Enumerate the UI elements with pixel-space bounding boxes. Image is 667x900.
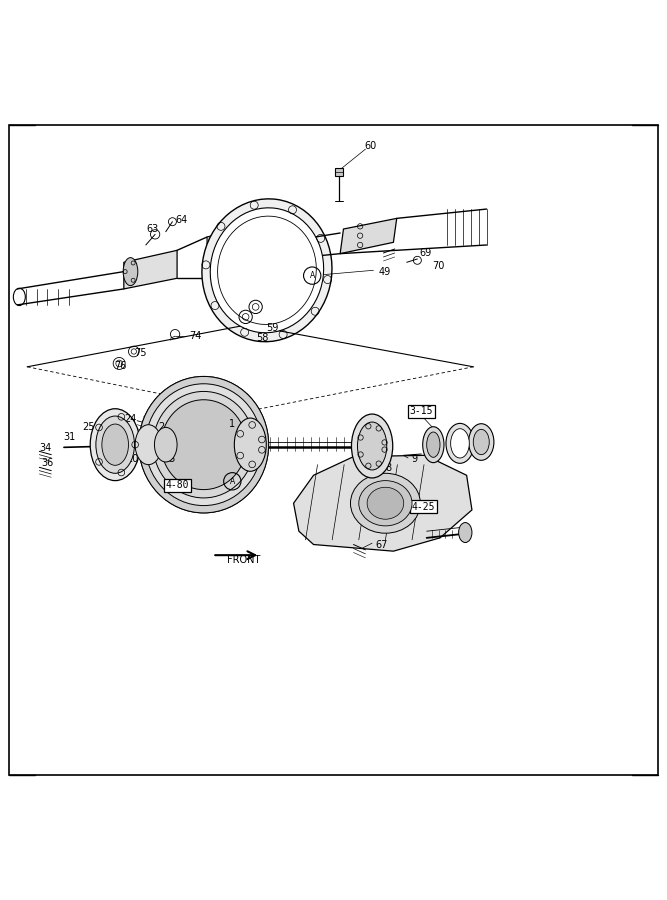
Ellipse shape	[451, 428, 470, 458]
Ellipse shape	[90, 409, 140, 481]
Text: 1: 1	[229, 419, 235, 429]
Ellipse shape	[123, 257, 138, 285]
Text: 59: 59	[266, 323, 278, 333]
Text: A: A	[309, 271, 315, 280]
Ellipse shape	[234, 418, 266, 472]
Text: A: A	[229, 477, 235, 486]
Ellipse shape	[367, 487, 404, 519]
Text: 31: 31	[63, 432, 75, 442]
Text: 76: 76	[114, 361, 127, 371]
Text: 58: 58	[256, 333, 268, 343]
Text: FRONT: FRONT	[227, 555, 260, 565]
Text: 24: 24	[124, 414, 137, 425]
Polygon shape	[293, 455, 472, 551]
Text: 67: 67	[376, 539, 388, 550]
Text: 69: 69	[420, 248, 432, 258]
Text: 37: 37	[460, 446, 473, 456]
Ellipse shape	[161, 400, 247, 490]
Text: 75: 75	[134, 347, 147, 358]
Ellipse shape	[446, 423, 474, 464]
Ellipse shape	[147, 385, 261, 505]
Ellipse shape	[153, 392, 254, 498]
Polygon shape	[124, 250, 177, 289]
Ellipse shape	[350, 473, 420, 533]
Text: 9: 9	[412, 454, 418, 464]
Ellipse shape	[469, 424, 494, 460]
Ellipse shape	[139, 376, 269, 513]
Ellipse shape	[210, 208, 323, 333]
Text: 15: 15	[164, 454, 177, 464]
Text: 60: 60	[364, 141, 376, 151]
Polygon shape	[340, 219, 397, 254]
Ellipse shape	[459, 523, 472, 543]
Text: 20: 20	[126, 454, 139, 464]
Polygon shape	[335, 167, 343, 176]
Ellipse shape	[154, 392, 253, 498]
Ellipse shape	[145, 383, 262, 506]
Text: 74: 74	[189, 331, 202, 341]
Polygon shape	[207, 230, 230, 278]
Text: 49: 49	[379, 266, 391, 276]
Ellipse shape	[161, 400, 246, 490]
Ellipse shape	[427, 432, 440, 457]
Text: 36: 36	[41, 458, 53, 468]
Text: 70: 70	[432, 261, 445, 271]
Text: 4-25: 4-25	[412, 501, 435, 511]
Text: 21: 21	[109, 446, 121, 456]
Ellipse shape	[202, 199, 332, 342]
Ellipse shape	[155, 428, 177, 462]
Ellipse shape	[139, 376, 269, 513]
Ellipse shape	[474, 429, 490, 454]
Text: 34: 34	[39, 443, 51, 453]
Text: 63: 63	[146, 224, 159, 234]
Text: 38: 38	[479, 429, 492, 439]
Text: 16: 16	[107, 422, 119, 432]
Text: 25: 25	[82, 422, 95, 432]
Ellipse shape	[359, 481, 412, 526]
Text: 2: 2	[159, 422, 165, 432]
Ellipse shape	[96, 416, 135, 473]
Text: 4-80: 4-80	[165, 481, 189, 491]
Ellipse shape	[358, 422, 387, 470]
Ellipse shape	[423, 427, 444, 463]
Text: 64: 64	[175, 215, 188, 225]
Text: 3-15: 3-15	[410, 407, 433, 417]
Ellipse shape	[135, 425, 162, 464]
Ellipse shape	[102, 424, 129, 465]
Ellipse shape	[352, 414, 393, 478]
Text: 8: 8	[385, 463, 391, 473]
